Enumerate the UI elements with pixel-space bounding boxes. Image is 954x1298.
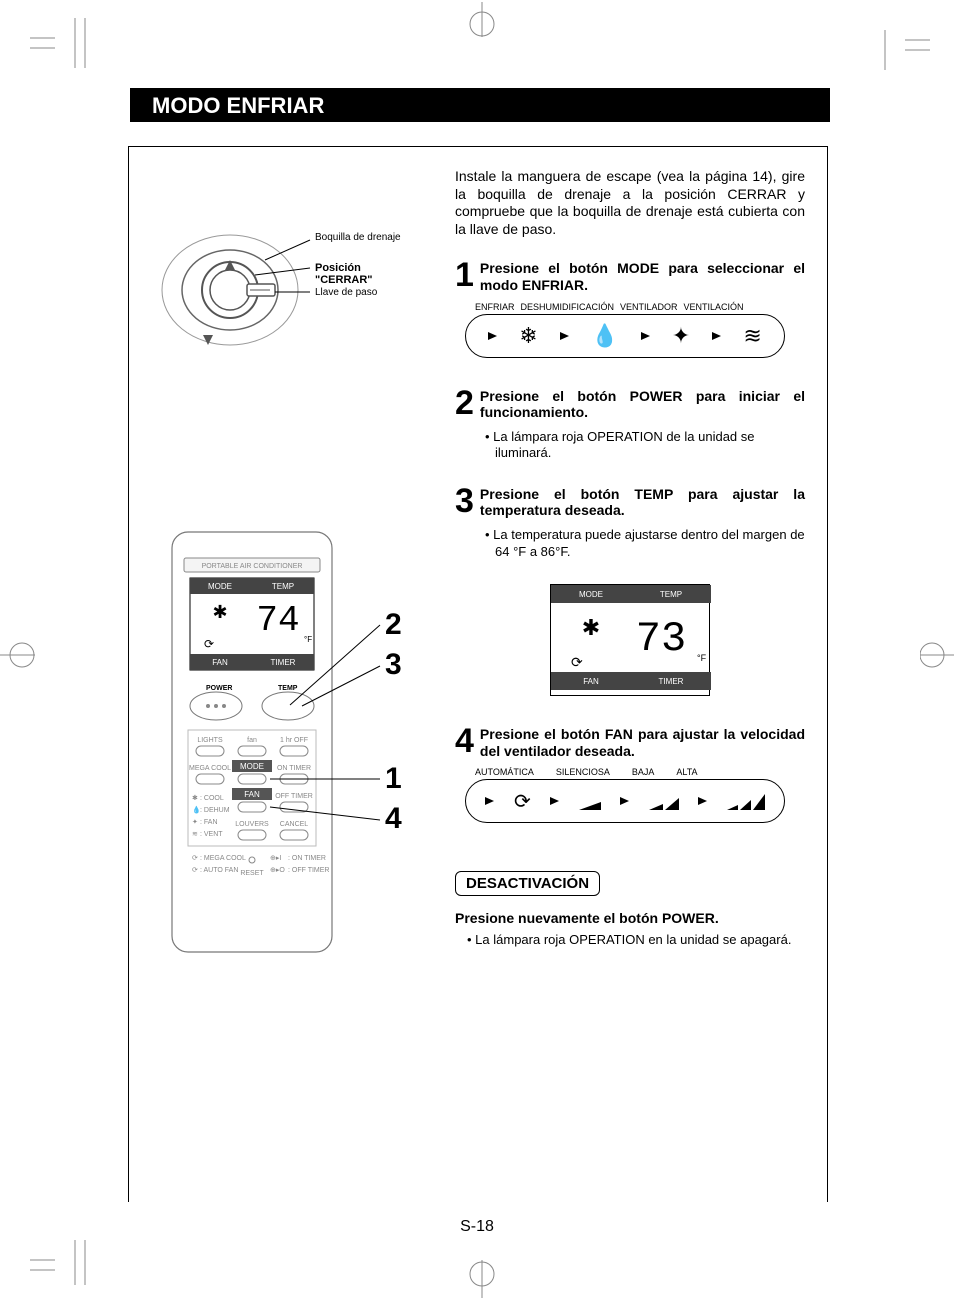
page-number: S-18 xyxy=(0,1218,954,1236)
step-3-bullet: • La temperatura puede ajustarse dentro … xyxy=(485,527,805,560)
callout-3: 3 xyxy=(385,648,402,682)
mode-cycle-diagram: ❄ 💧 ✦ ≋ xyxy=(465,314,785,358)
deactivation-bullet: • La lámpara roja OPERATION en la unidad… xyxy=(467,932,805,948)
deactivation-heading: DESACTIVACIÓN xyxy=(455,871,600,896)
drain-valve-label: Llave de paso xyxy=(315,287,377,298)
svg-text:TIMER: TIMER xyxy=(659,677,684,686)
svg-text:FAN: FAN xyxy=(583,677,599,686)
fan-cycle-labels: AUTOMÁTICA SILENCIOSA BAJA ALTA xyxy=(475,767,805,777)
step-2: 2 Presione el botón POWER para iniciar e… xyxy=(455,388,805,422)
svg-text:⟳: ⟳ xyxy=(571,654,583,670)
fan-cycle-diagram: ⟳ xyxy=(465,779,785,823)
fan-med-icon xyxy=(649,792,679,810)
drain-diagram: Boquilla de drenaje Posición "CERRAR" Ll… xyxy=(155,210,415,370)
svg-text:TEMP: TEMP xyxy=(660,590,682,599)
svg-text:73: 73 xyxy=(636,615,686,663)
intro-text: Instale la manguera de escape (vea la pá… xyxy=(455,168,805,238)
vent-icon: ≋ xyxy=(743,323,761,349)
drain-nozzle-label: Boquilla de drenaje xyxy=(315,232,401,243)
fan-low-icon xyxy=(579,792,601,810)
page-title: MODO ENFRIAR xyxy=(130,88,830,122)
step-2-bullet: • La lámpara roja OPERATION de la unidad… xyxy=(485,429,805,462)
fan-icon: ✦ xyxy=(672,323,690,349)
fan-high-icon xyxy=(727,792,765,810)
step-3: 3 Presione el botón TEMP para ajustar la… xyxy=(455,486,805,520)
lcd-detail: MODE TEMP FAN TIMER ✱ 73 °F ⟳ xyxy=(550,584,710,696)
callout-1: 1 xyxy=(385,762,402,796)
callout-4: 4 xyxy=(385,802,402,836)
deactivation-title: Presione nuevamente el botón POWER. xyxy=(455,910,805,926)
callout-2: 2 xyxy=(385,608,402,642)
dehum-icon: 💧 xyxy=(591,323,618,349)
svg-text:✱: ✱ xyxy=(582,615,600,640)
svg-text:°F: °F xyxy=(697,653,707,663)
step-1: 1 Presione el botón MODE para selecciona… xyxy=(455,260,805,294)
step-4: 4 Presione el botón FAN para ajustar la … xyxy=(455,726,805,760)
drain-close-label: Posición "CERRAR" xyxy=(315,262,415,286)
snowflake-icon: ❄ xyxy=(519,323,537,349)
auto-fan-icon: ⟳ xyxy=(514,789,531,814)
svg-text:MODE: MODE xyxy=(579,590,603,599)
mode-cycle-labels: ENFRIAR DESHUMIDIFICACIÓN VENTILADOR VEN… xyxy=(475,302,805,312)
